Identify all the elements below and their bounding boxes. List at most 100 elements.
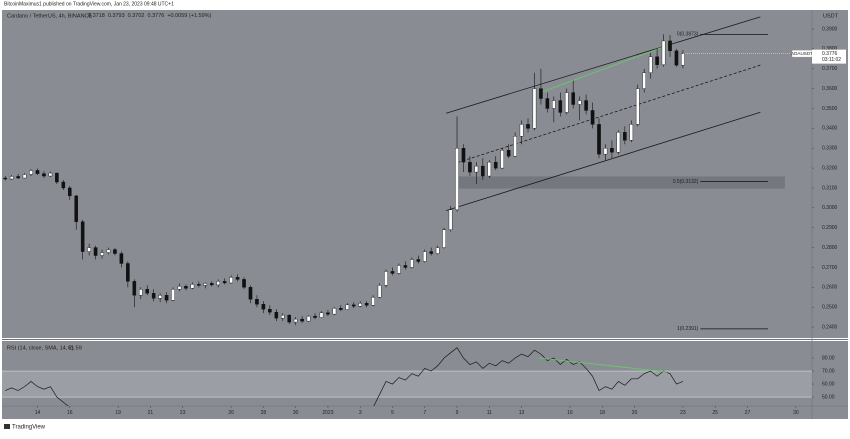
candle-body — [410, 259, 414, 268]
trendline — [538, 44, 669, 94]
symbol-title: Cardano / TetherUS, 4h, BINANCE — [7, 13, 93, 19]
candle-body — [261, 304, 266, 310]
candle-body — [184, 286, 188, 289]
candle-body — [623, 132, 627, 141]
candle-body — [442, 229, 446, 248]
rsi-line — [5, 347, 684, 406]
candle-body — [455, 148, 459, 211]
candle-body — [384, 271, 388, 286]
candle-body — [35, 170, 40, 174]
x-tick-label: 21 — [148, 410, 154, 416]
currency: USDT — [823, 13, 839, 19]
candle-body — [42, 173, 46, 177]
candle-body — [203, 283, 208, 286]
rsi-tick-label: 50.00 — [822, 394, 835, 400]
candle-body — [435, 247, 440, 254]
rsi-band — [2, 371, 812, 398]
y-tick-label: 0.2800 — [822, 245, 838, 251]
candle-body — [584, 100, 588, 111]
candle-body — [610, 148, 614, 153]
trendline — [445, 16, 761, 114]
candle-body — [577, 100, 582, 105]
candle-body — [487, 161, 492, 177]
candle-body — [93, 247, 98, 256]
main-pane — [2, 10, 848, 338]
y-tick-label: 0.2500 — [822, 305, 838, 311]
rsi-readout: 61.59 — [68, 345, 82, 351]
candle-body — [313, 315, 317, 318]
candle-body — [422, 251, 427, 262]
candle-body — [474, 165, 479, 173]
candle-body — [364, 303, 369, 306]
candle-body — [513, 136, 517, 157]
x-tick-label: 28 — [261, 410, 267, 416]
candle-body — [287, 314, 292, 323]
y-tick-label: 0.2900 — [822, 225, 838, 231]
candle-body — [216, 281, 221, 286]
candle-body — [629, 124, 634, 141]
candle-body — [74, 195, 79, 222]
fib-label: 0(0.3873) — [677, 32, 699, 38]
candle-body — [209, 283, 214, 286]
x-tick-label: 20 — [632, 410, 638, 416]
candle-body — [268, 308, 272, 313]
candle-body — [468, 161, 472, 173]
readout-value: 0.3793 — [108, 13, 125, 19]
y-tick-label: 0.3800 — [822, 46, 838, 52]
candle-body — [280, 314, 285, 319]
candle-body — [642, 72, 646, 89]
candle-body — [403, 265, 408, 268]
candle-body — [235, 277, 240, 280]
candle-body — [197, 284, 201, 286]
x-tick-label: 14 — [35, 410, 41, 416]
candle-body — [552, 100, 556, 109]
candle-body — [661, 40, 666, 65]
candle-body — [358, 303, 363, 307]
candle-body — [171, 289, 175, 301]
candle-body — [648, 56, 653, 73]
fib-label: 0.5(0.3132) — [673, 179, 699, 185]
brand: TradingView — [12, 425, 46, 431]
date-axis — [2, 406, 848, 419]
candle-body — [377, 285, 382, 298]
candle-body — [119, 253, 124, 264]
fib-zone — [455, 176, 785, 189]
readout-value: 0.3718 — [88, 13, 105, 19]
trendline — [445, 111, 761, 211]
candle-body — [67, 187, 72, 197]
readout-value: +0.0059 (+1.59%) — [167, 13, 211, 19]
candle-body — [177, 286, 182, 290]
candle-body — [145, 289, 150, 294]
rsi-tick-label: 60.00 — [822, 381, 835, 387]
candle-body — [138, 289, 143, 296]
candle-body — [229, 277, 233, 284]
x-tick-label: 3 — [359, 410, 362, 416]
price-tag — [812, 49, 846, 64]
x-tick-label: 18 — [599, 410, 605, 416]
candle-body — [564, 92, 569, 113]
candle-body — [106, 249, 111, 253]
candle-body — [22, 174, 27, 179]
y-tick-label: 0.3200 — [822, 165, 838, 171]
candle-body — [29, 170, 33, 175]
candle-body — [55, 172, 59, 183]
candle-body — [371, 297, 375, 306]
readout-value: 0.3776 — [147, 13, 164, 19]
candle-body — [416, 259, 421, 262]
rsi-tick-label: 80.00 — [822, 355, 835, 361]
candle-body — [319, 312, 324, 318]
y-tick-label: 0.3900 — [822, 26, 838, 32]
x-tick-label: 23 — [180, 410, 186, 416]
candle-body — [397, 265, 401, 274]
candle-body — [332, 307, 337, 315]
candle-body — [532, 88, 537, 129]
candle-body — [158, 295, 162, 299]
y-tick-label: 0.3600 — [822, 86, 838, 92]
candle-body — [603, 148, 608, 155]
y-tick-label: 0.3700 — [822, 66, 838, 72]
candle-body — [274, 311, 279, 319]
x-tick-label: 11 — [487, 410, 492, 416]
candle-body — [597, 124, 601, 155]
candle-body — [526, 124, 530, 129]
